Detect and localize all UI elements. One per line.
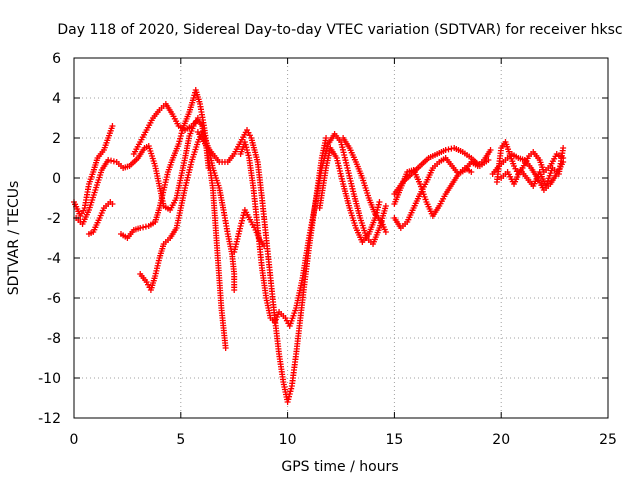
data-point bbox=[287, 388, 294, 395]
data-point bbox=[261, 243, 268, 249]
y-tick-label: -4 bbox=[47, 251, 61, 267]
grid-lines bbox=[74, 58, 608, 418]
y-tick-label: 4 bbox=[52, 91, 61, 107]
y-tick-label: -12 bbox=[38, 411, 61, 427]
data-point bbox=[239, 217, 246, 224]
x-tick-label: 20 bbox=[492, 432, 510, 448]
data-point bbox=[142, 223, 149, 230]
data-point bbox=[560, 145, 567, 151]
data-point bbox=[238, 220, 245, 227]
data-point bbox=[137, 225, 144, 231]
data-point bbox=[241, 139, 248, 145]
x-tick-label: 10 bbox=[279, 432, 297, 448]
data-point bbox=[382, 203, 389, 209]
series-arc-11 bbox=[340, 135, 389, 235]
data-point bbox=[375, 201, 382, 208]
data-point bbox=[108, 157, 115, 164]
data-point bbox=[245, 152, 252, 159]
series-arc-17 bbox=[489, 151, 567, 193]
data-point bbox=[109, 123, 116, 129]
data-point bbox=[140, 224, 147, 231]
data-point bbox=[222, 345, 229, 351]
data-point bbox=[178, 130, 185, 137]
data-point bbox=[487, 147, 494, 153]
plot-frame bbox=[73, 57, 609, 419]
data-point bbox=[244, 149, 251, 156]
data-point bbox=[285, 396, 292, 403]
chart-title: Day 118 of 2020, Sidereal Day-to-day VTE… bbox=[57, 22, 622, 38]
y-tick-label: -10 bbox=[38, 371, 61, 387]
y-tick-label: -8 bbox=[47, 331, 61, 347]
data-point bbox=[560, 159, 567, 165]
data-point bbox=[288, 385, 295, 392]
data-point bbox=[382, 229, 389, 235]
data-point bbox=[205, 165, 212, 171]
data-point bbox=[243, 144, 250, 151]
data-point bbox=[239, 215, 246, 221]
data-point bbox=[244, 147, 251, 153]
series-arc-3 bbox=[85, 199, 116, 237]
data-point bbox=[323, 135, 330, 141]
data-point bbox=[177, 135, 184, 142]
x-axis-label: GPS time / hours bbox=[281, 459, 398, 475]
series-arc-14 bbox=[391, 145, 492, 197]
data-point bbox=[286, 391, 293, 397]
series-arc-6 bbox=[130, 101, 212, 171]
axis-ticks: 0 5 10 15 20 25 -12 -10 -8 -6 -4 -2 0 2 4 6 bbox=[38, 51, 617, 448]
data-point bbox=[242, 141, 249, 148]
data-point bbox=[468, 169, 475, 175]
data-point bbox=[109, 201, 116, 207]
data-point bbox=[445, 146, 452, 153]
y-tick-label: -6 bbox=[47, 291, 61, 307]
data-point bbox=[190, 95, 197, 101]
y-axis-label: SDTVAR / TECUs bbox=[6, 181, 22, 296]
y-tick-label: 2 bbox=[52, 131, 61, 147]
data-point bbox=[176, 138, 183, 145]
y-tick-label: 0 bbox=[52, 171, 61, 187]
data-point bbox=[286, 393, 293, 400]
y-tick-label: -2 bbox=[47, 211, 61, 227]
data-point bbox=[105, 157, 112, 163]
data-point bbox=[237, 223, 244, 229]
series-arc-8 bbox=[231, 207, 268, 255]
x-tick-label: 0 bbox=[70, 432, 79, 448]
data-point bbox=[177, 133, 184, 139]
data-point bbox=[175, 141, 182, 147]
series-arc-4 bbox=[117, 87, 229, 351]
data-point bbox=[442, 147, 449, 153]
data-points bbox=[71, 87, 567, 405]
x-tick-label: 15 bbox=[385, 432, 403, 448]
x-tick-label: 5 bbox=[176, 432, 185, 448]
data-point bbox=[284, 399, 291, 405]
y-tick-label: 6 bbox=[52, 51, 61, 67]
data-point bbox=[485, 157, 492, 163]
series-arc-2 bbox=[73, 115, 201, 227]
series-arc-10 bbox=[316, 145, 383, 245]
series-arc-9 bbox=[237, 131, 389, 329]
data-point bbox=[376, 199, 383, 205]
x-tick-label: 25 bbox=[599, 432, 617, 448]
data-point bbox=[375, 204, 382, 211]
data-point bbox=[110, 158, 117, 165]
data-point bbox=[231, 287, 238, 293]
